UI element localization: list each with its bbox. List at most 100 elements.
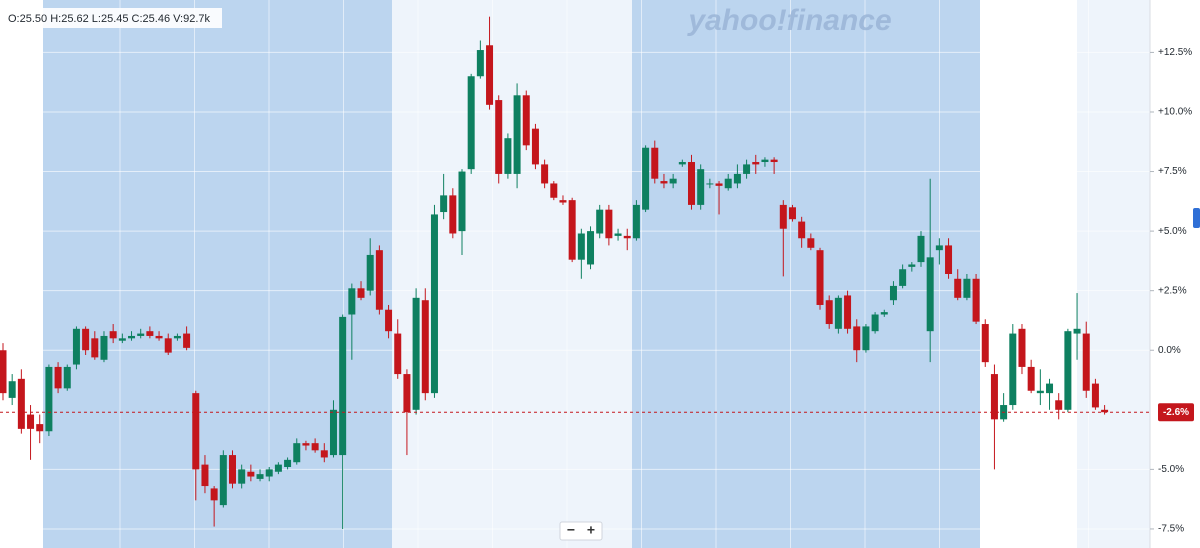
candle-body	[173, 335, 181, 339]
candle-body	[954, 278, 962, 298]
candle-body	[651, 147, 659, 179]
candle-body	[385, 309, 393, 332]
candle-body	[1036, 390, 1044, 394]
candle-body	[82, 328, 90, 351]
candle-body	[513, 95, 521, 174]
candle-body	[743, 164, 751, 174]
candle-body	[440, 195, 448, 213]
session-band	[43, 0, 392, 548]
candle-body	[522, 95, 530, 146]
candle-body	[697, 169, 705, 205]
candle-body	[541, 164, 549, 184]
candle-body	[981, 324, 989, 363]
candle-body	[926, 257, 934, 332]
candle-body	[889, 285, 897, 301]
candle-body	[908, 264, 916, 267]
candle-body	[1009, 333, 1017, 406]
y-tick-label: +12.5%	[1158, 47, 1192, 58]
legend-box	[4, 8, 222, 28]
candle-body	[724, 178, 732, 189]
candle-body	[201, 464, 209, 487]
candle-body	[632, 204, 640, 239]
candle-body	[329, 409, 337, 456]
axis-background	[1150, 0, 1200, 548]
candle-body	[880, 312, 888, 315]
candle-body	[715, 183, 723, 186]
side-tab[interactable]	[1193, 208, 1200, 228]
candle-body	[577, 233, 585, 260]
candle-body	[100, 335, 108, 360]
candles	[0, 16, 1109, 529]
session-band	[1077, 0, 1150, 548]
candle-body	[375, 250, 383, 310]
y-tick-label: -5.0%	[1158, 464, 1184, 475]
zoom-controls	[559, 521, 603, 541]
y-tick-label: +2.5%	[1158, 285, 1187, 296]
candle-body	[164, 338, 172, 353]
candle-body	[467, 76, 475, 170]
candle-body	[128, 335, 136, 339]
candle-body	[550, 183, 558, 198]
candle-body	[8, 381, 16, 398]
candle-body	[118, 338, 126, 341]
candle-body	[495, 100, 503, 174]
candle-body	[486, 45, 494, 105]
candle-body	[788, 207, 796, 220]
candle-body	[366, 254, 374, 291]
candle-body	[1055, 400, 1063, 410]
candle-body	[302, 443, 310, 446]
candle-body	[449, 195, 457, 234]
candle-body	[733, 173, 741, 184]
candle-body	[587, 231, 595, 265]
candle-body	[63, 366, 71, 389]
candle-body	[1073, 328, 1081, 334]
candle-body	[990, 374, 998, 420]
candle-body	[899, 269, 907, 286]
candle-body	[238, 469, 246, 484]
candle-body	[348, 288, 356, 315]
candle-body	[614, 233, 622, 236]
candle-body	[403, 374, 411, 413]
last-price-label: -2.6%	[1163, 407, 1189, 418]
candle-body	[779, 204, 787, 229]
candle-body	[568, 200, 576, 260]
candle-body	[458, 171, 466, 232]
zoom-out[interactable]: −	[567, 522, 575, 538]
candle-body	[752, 162, 760, 165]
candle-body	[339, 316, 347, 456]
candle-body	[320, 450, 328, 458]
candle-body	[770, 159, 778, 163]
last-price-box	[1158, 403, 1194, 422]
candle-body	[284, 459, 292, 467]
candle-body	[146, 331, 154, 336]
session-band	[632, 0, 980, 548]
y-tick-label: -7.5%	[1158, 524, 1184, 535]
candle-body	[293, 443, 301, 463]
candle-body	[816, 250, 824, 305]
candle-body	[678, 162, 686, 165]
candle-body	[504, 138, 512, 174]
candle-body	[935, 245, 943, 251]
candle-body	[72, 328, 80, 365]
candle-body	[688, 162, 695, 205]
candle-body	[596, 209, 604, 234]
candle-body	[798, 221, 806, 239]
candle-body	[1027, 366, 1035, 391]
candle-body	[412, 297, 420, 410]
candle-body	[871, 314, 879, 332]
candle-body	[623, 235, 631, 239]
candle-body	[972, 278, 980, 322]
candle-body	[210, 488, 218, 501]
candle-body	[1018, 328, 1026, 367]
candle-body	[430, 214, 438, 394]
candle-body	[706, 183, 714, 185]
candle-body	[247, 471, 255, 477]
candle-body	[807, 238, 815, 248]
candle-body	[1046, 383, 1054, 394]
watermark: yahoo!finance	[686, 4, 891, 37]
zoom-in[interactable]: +	[587, 522, 595, 538]
candle-body	[559, 200, 567, 203]
candle-body	[862, 326, 870, 351]
candle-body	[531, 128, 539, 165]
